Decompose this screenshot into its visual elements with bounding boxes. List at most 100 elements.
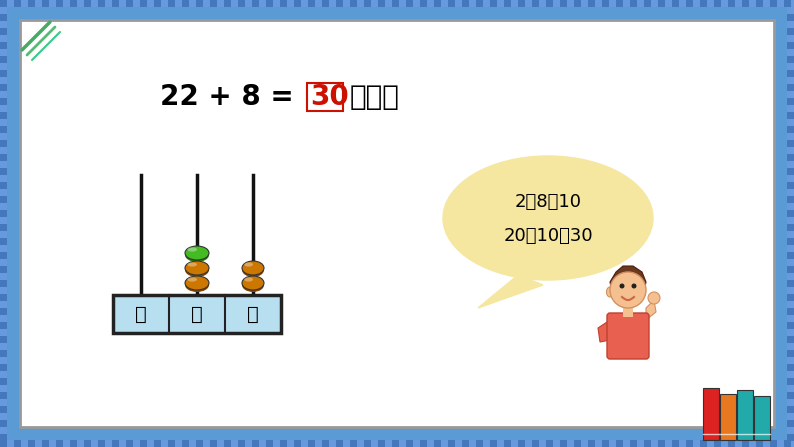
FancyBboxPatch shape (252, 0, 259, 7)
FancyBboxPatch shape (0, 420, 7, 427)
FancyBboxPatch shape (787, 119, 794, 126)
FancyBboxPatch shape (0, 7, 7, 14)
FancyBboxPatch shape (280, 0, 287, 7)
FancyBboxPatch shape (714, 0, 721, 7)
FancyBboxPatch shape (119, 440, 126, 447)
FancyBboxPatch shape (686, 0, 693, 7)
FancyBboxPatch shape (672, 440, 679, 447)
FancyBboxPatch shape (343, 0, 350, 7)
Ellipse shape (187, 278, 197, 282)
FancyBboxPatch shape (406, 440, 413, 447)
FancyBboxPatch shape (434, 440, 441, 447)
FancyBboxPatch shape (787, 231, 794, 238)
Text: 22 + 8 =: 22 + 8 = (160, 83, 303, 111)
FancyBboxPatch shape (787, 147, 794, 154)
FancyBboxPatch shape (343, 440, 350, 447)
FancyBboxPatch shape (455, 0, 462, 7)
FancyBboxPatch shape (0, 266, 7, 273)
FancyBboxPatch shape (28, 0, 35, 7)
FancyBboxPatch shape (742, 440, 749, 447)
FancyBboxPatch shape (112, 0, 119, 7)
FancyBboxPatch shape (245, 0, 252, 7)
FancyBboxPatch shape (787, 343, 794, 350)
FancyBboxPatch shape (787, 203, 794, 210)
FancyBboxPatch shape (607, 313, 649, 359)
FancyBboxPatch shape (175, 0, 182, 7)
FancyBboxPatch shape (787, 280, 794, 287)
FancyBboxPatch shape (0, 245, 7, 252)
FancyBboxPatch shape (777, 440, 784, 447)
FancyBboxPatch shape (42, 0, 49, 7)
FancyBboxPatch shape (371, 0, 378, 7)
FancyBboxPatch shape (238, 440, 245, 447)
FancyBboxPatch shape (749, 440, 756, 447)
FancyBboxPatch shape (0, 378, 7, 385)
FancyBboxPatch shape (787, 371, 794, 378)
FancyBboxPatch shape (0, 238, 7, 245)
FancyBboxPatch shape (623, 0, 630, 7)
FancyBboxPatch shape (413, 0, 420, 7)
FancyBboxPatch shape (224, 0, 231, 7)
FancyBboxPatch shape (665, 0, 672, 7)
Text: 20＋10＝30: 20＋10＝30 (503, 227, 593, 245)
Ellipse shape (185, 278, 209, 292)
FancyBboxPatch shape (700, 0, 707, 7)
FancyBboxPatch shape (0, 440, 7, 447)
FancyBboxPatch shape (0, 147, 7, 154)
FancyBboxPatch shape (231, 440, 238, 447)
FancyBboxPatch shape (259, 440, 266, 447)
FancyBboxPatch shape (113, 295, 281, 333)
FancyBboxPatch shape (0, 63, 7, 70)
Ellipse shape (185, 263, 209, 277)
FancyBboxPatch shape (0, 56, 7, 63)
FancyBboxPatch shape (623, 307, 633, 317)
FancyBboxPatch shape (0, 427, 7, 434)
FancyBboxPatch shape (91, 440, 98, 447)
FancyBboxPatch shape (42, 440, 49, 447)
FancyBboxPatch shape (168, 0, 175, 7)
FancyBboxPatch shape (182, 0, 189, 7)
FancyBboxPatch shape (616, 0, 623, 7)
FancyBboxPatch shape (728, 0, 735, 7)
FancyBboxPatch shape (714, 440, 721, 447)
FancyBboxPatch shape (560, 440, 567, 447)
FancyBboxPatch shape (70, 0, 77, 7)
FancyBboxPatch shape (787, 287, 794, 294)
FancyBboxPatch shape (266, 440, 273, 447)
FancyBboxPatch shape (462, 440, 469, 447)
FancyBboxPatch shape (787, 385, 794, 392)
FancyBboxPatch shape (787, 238, 794, 245)
FancyBboxPatch shape (787, 182, 794, 189)
FancyBboxPatch shape (140, 440, 147, 447)
FancyBboxPatch shape (490, 0, 497, 7)
FancyBboxPatch shape (7, 0, 14, 7)
FancyBboxPatch shape (364, 0, 371, 7)
FancyBboxPatch shape (0, 315, 7, 322)
FancyBboxPatch shape (742, 0, 749, 7)
FancyBboxPatch shape (126, 440, 133, 447)
FancyBboxPatch shape (0, 217, 7, 224)
FancyBboxPatch shape (210, 0, 217, 7)
FancyBboxPatch shape (70, 440, 77, 447)
FancyBboxPatch shape (189, 440, 196, 447)
FancyBboxPatch shape (787, 364, 794, 371)
FancyBboxPatch shape (0, 434, 7, 441)
Ellipse shape (245, 278, 253, 282)
FancyBboxPatch shape (0, 308, 7, 315)
FancyBboxPatch shape (0, 105, 7, 112)
FancyBboxPatch shape (602, 0, 609, 7)
FancyBboxPatch shape (273, 0, 280, 7)
FancyBboxPatch shape (787, 161, 794, 168)
FancyBboxPatch shape (0, 0, 7, 7)
FancyBboxPatch shape (787, 210, 794, 217)
FancyBboxPatch shape (787, 350, 794, 357)
FancyBboxPatch shape (770, 0, 777, 7)
FancyBboxPatch shape (147, 440, 154, 447)
FancyBboxPatch shape (787, 63, 794, 70)
FancyBboxPatch shape (301, 440, 308, 447)
FancyBboxPatch shape (787, 217, 794, 224)
Text: 个: 个 (247, 304, 259, 324)
FancyBboxPatch shape (665, 440, 672, 447)
FancyBboxPatch shape (525, 0, 532, 7)
FancyBboxPatch shape (245, 440, 252, 447)
